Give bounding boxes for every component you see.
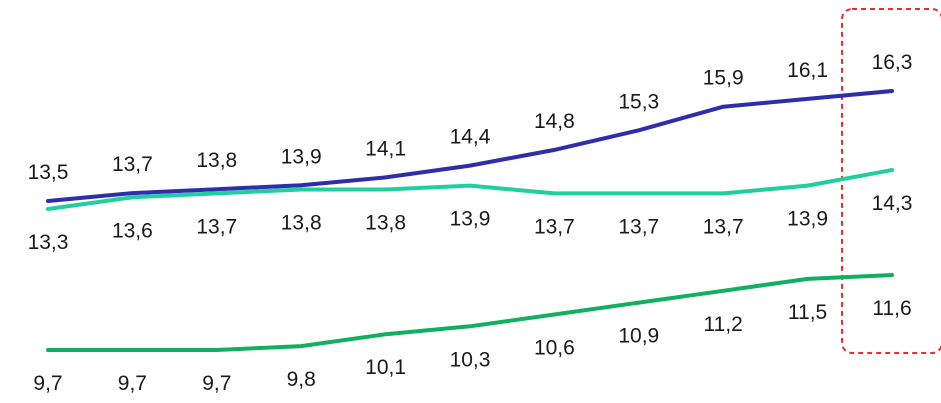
series-line-bottom [46, 273, 894, 352]
data-label-top: 14,4 [450, 126, 491, 149]
data-label-middle: 13,7 [196, 215, 237, 238]
data-label-bottom: 9,7 [33, 372, 62, 395]
data-label-middle: 13,7 [534, 215, 575, 238]
data-label-top: 16,3 [872, 51, 913, 74]
data-label-bottom: 9,7 [202, 372, 231, 395]
data-label-top: 13,8 [196, 149, 237, 172]
data-label-top: 13,9 [281, 145, 322, 168]
data-label-top: 13,7 [112, 153, 153, 176]
data-label-bottom: 11,2 [704, 313, 743, 336]
data-label-middle: 13,8 [365, 212, 406, 235]
data-label-bottom: 11,6 [872, 297, 911, 320]
data-label-bottom: 10,6 [534, 337, 575, 360]
data-label-middle: 13,6 [112, 219, 153, 242]
data-label-bottom: 10,9 [618, 325, 659, 348]
data-label-top: 13,5 [28, 161, 69, 184]
data-label-bottom: 9,8 [287, 368, 316, 391]
data-label-top: 14,1 [365, 137, 406, 160]
series-line-top [46, 89, 894, 203]
data-label-bottom: 11,5 [788, 301, 827, 324]
data-label-top: 15,9 [703, 67, 744, 90]
data-label-middle: 14,3 [872, 192, 913, 215]
data-label-top: 14,8 [534, 110, 575, 133]
data-label-bottom: 10,1 [365, 356, 406, 379]
data-label-bottom: 9,7 [118, 372, 147, 395]
data-label-middle: 13,9 [450, 208, 491, 231]
data-label-top: 16,1 [787, 59, 828, 82]
series-line-middle [46, 168, 894, 211]
data-label-bottom: 10,3 [450, 348, 491, 371]
highlight-box [841, 8, 941, 354]
data-label-middle: 13,8 [281, 212, 322, 235]
data-label-top: 15,3 [618, 90, 659, 113]
data-label-middle: 13,7 [618, 215, 659, 238]
data-label-middle: 13,3 [28, 231, 69, 254]
data-label-middle: 13,7 [703, 215, 744, 238]
data-label-middle: 13,9 [787, 208, 828, 231]
